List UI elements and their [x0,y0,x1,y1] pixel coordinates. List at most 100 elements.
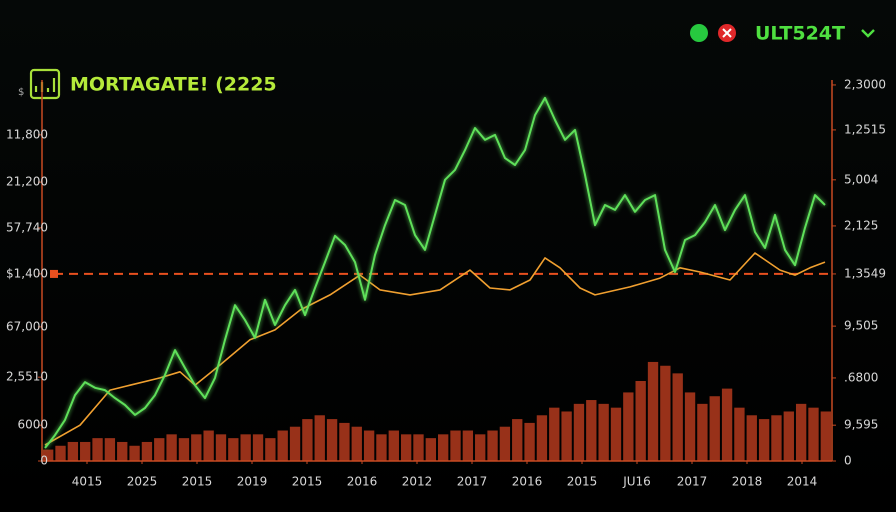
y2-tick-label: .6800 [844,370,878,384]
x-tick-label: 2012 [402,475,433,489]
y-tick-label: 11,800 [6,127,48,141]
volume-bar [92,438,103,461]
volume-bar [684,392,696,461]
volume-bar [413,434,424,461]
volume-bar [475,434,486,461]
x-tick-label: 2025 [127,475,158,489]
volume-bar [252,434,264,461]
y-tick-label: $1,400 [6,266,48,280]
y2-tick-label: 1,3549 [844,266,886,280]
price-line [44,96,826,449]
volume-bar [400,434,412,461]
volume-bar [462,430,474,461]
volume-bar [808,407,819,461]
volume-bar [771,415,782,461]
volume-bar [43,449,54,461]
x-tick-label: 4015 [72,475,103,489]
volume-bar [672,373,683,461]
unit-label: $ [18,87,24,98]
x-tick-label: 2015 [182,475,213,489]
volume-bar [302,419,313,461]
volume-bar [660,365,671,461]
x-tick-label: 2017 [457,475,488,489]
y2-tick-label: 9,505 [844,319,878,333]
x-tick-label: 2018 [732,475,763,489]
volume-bar [277,430,288,461]
title-icon [29,68,61,100]
volume-bar [326,419,338,461]
volume-bar [166,434,177,461]
volume-bar [314,415,325,461]
volume-bar [647,361,659,461]
volume-bar [623,392,634,461]
volume-bar [67,441,79,461]
y-tick-label: 0 [40,454,48,468]
y2-tick-label: 0 [844,454,852,468]
volume-bar [512,419,523,461]
y-tick-label: 6000 [17,418,48,432]
volume-bar [598,403,609,461]
volume-bar [499,426,511,461]
volume-bar [289,426,301,461]
y-tick-label: 21,200 [6,175,48,189]
y2-tick-label: 5,004 [844,172,878,186]
volume-bar [215,434,227,461]
volume-bar [129,445,140,461]
volume-bar [549,407,560,461]
y-tick-label: 67,000 [6,319,48,333]
volume-bar [795,403,807,461]
close-icon [722,28,732,38]
x-tick-label: 2019 [237,475,268,489]
y2-tick-label: 1,2515 [844,122,886,136]
volume-bar [265,438,276,461]
x-tick-label: JU16 [622,475,651,489]
volume-bar [438,434,449,461]
status-dot[interactable] [690,24,708,42]
volume-bar [388,430,399,461]
volume-bar [154,438,165,461]
volume-bar [697,403,708,461]
volume-bar [191,434,202,461]
volume-bar [561,411,572,461]
volume-bar [339,422,350,461]
y2-tick-label: 9,595 [844,418,878,432]
volume-bar [586,400,597,461]
chevron[interactable] [861,29,875,38]
volume-bar [351,426,362,461]
volume-bar [610,407,622,461]
volume-bar [783,411,794,461]
volume-bar [55,445,66,461]
volume-bar [573,403,585,461]
x-tick-label: 2015 [567,475,598,489]
volume-bar [746,415,757,461]
average-line [44,252,826,446]
volume-bar [709,396,720,461]
y-tick-label: 57,740 [6,220,48,234]
volume-bar [141,441,153,461]
volume-bar [450,430,461,461]
volume-bar [178,438,190,461]
volume-bar [363,430,375,461]
volume-bar [734,407,745,461]
volume-bar [228,438,239,461]
volume-bar [524,422,535,461]
volume-bar [721,388,733,461]
volume-bar [425,438,436,461]
volume-bar [240,434,251,461]
x-tick-label: 2015 [292,475,323,489]
volume-bar [536,415,548,461]
volume-bar [635,380,646,461]
x-tick-label: 2016 [512,475,543,489]
volume-bar [80,441,91,461]
reference-marker [50,269,58,278]
volume-bar [203,430,214,461]
x-tick-label: 2014 [787,475,818,489]
volume-bar [820,411,831,461]
x-tick-label: 2016 [347,475,378,489]
y2-tick-label: 2,125 [844,218,878,232]
volume-bar [758,419,770,461]
volume-bar [487,430,498,461]
y2-tick-label: 2,3000 [844,77,886,91]
volume-bar [117,441,128,461]
volume-bar [104,438,116,461]
